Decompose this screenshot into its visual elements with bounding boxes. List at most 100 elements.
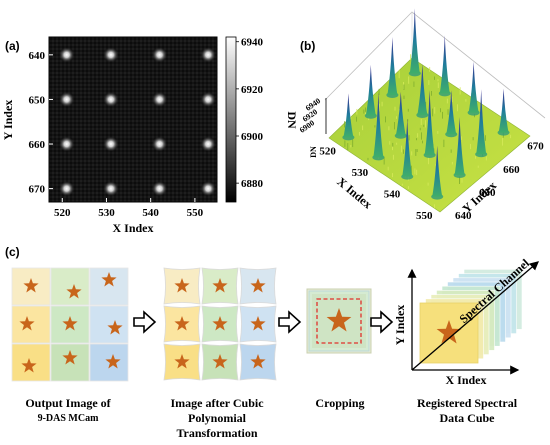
surface-x-title: X Index <box>334 174 374 211</box>
heatmap-spots <box>59 47 216 197</box>
raw-cell-0-1 <box>50 267 90 306</box>
surface-y-tick-0: 640 <box>455 210 472 222</box>
surface-peak-1-0 <box>373 92 384 158</box>
raw-star-2-1 <box>62 350 78 365</box>
heatmap-spot-1-1 <box>103 91 119 107</box>
raw-star-0-1 <box>66 284 82 299</box>
surface-x-tick-3: 550 <box>416 210 433 222</box>
panel-a-label: (a) <box>5 39 20 53</box>
surface-peak-2-3 <box>468 61 479 113</box>
heatmap-spot-0-3 <box>200 47 216 63</box>
cube-star <box>436 320 462 344</box>
surface-y-tick-1: 650 <box>479 187 496 199</box>
warped-star-2-0 <box>174 354 190 369</box>
surface-y-ticks: 640 650 660 670 <box>455 141 544 223</box>
heatmap-y-tick-0: 640 <box>29 50 46 62</box>
heatmap-x-tick-3: 550 <box>187 207 204 219</box>
heatmap-x-title: X Index <box>112 221 153 235</box>
arrow-3 <box>370 310 394 334</box>
surface-peak-2-0 <box>402 118 413 177</box>
raw-star-0-2 <box>101 272 117 287</box>
caption-step-1-line-2: 9-DAS MCam <box>38 413 99 424</box>
raw-cell-2-0 <box>11 343 51 382</box>
cube-spectral-axis <box>411 261 539 371</box>
z-axis-tick-2: 6900 <box>298 118 316 135</box>
surface-peak-3-1 <box>454 117 465 175</box>
surface-peak-1-2 <box>417 63 428 115</box>
raw-star-2-0 <box>21 358 37 373</box>
heatmap-x-tick-2: 540 <box>142 207 159 219</box>
raw-star-1-2 <box>107 320 123 335</box>
warped-star-0-2 <box>250 278 266 293</box>
warped-star-1-0 <box>174 316 190 331</box>
colorbar-title: DN <box>285 111 299 129</box>
heatmap-spot-0-2 <box>152 47 168 63</box>
heatmap-y-tick-1: 650 <box>29 94 46 106</box>
heatmap-spot-2-3 <box>200 136 216 152</box>
warped-star-0-1 <box>212 278 228 293</box>
caption-step-2-line-2: Polynomial <box>188 411 247 425</box>
heatmap-spot-1-2 <box>152 91 168 107</box>
caption-step-4-line-2: Data Cube <box>439 411 495 425</box>
surface-peaks <box>342 8 510 200</box>
heatmap-frame <box>48 36 218 203</box>
surface-peak-1-3 <box>439 35 450 94</box>
warped-star-1-1 <box>212 316 228 331</box>
heatmap-spot-2-2 <box>152 136 168 152</box>
heatmap-y-tick-2: 660 <box>29 139 46 151</box>
heatmap-x-tick-1: 530 <box>98 207 115 219</box>
z-axis-title: DN <box>309 146 318 158</box>
surface-peak-0-3 <box>409 8 420 74</box>
panel-b-label: (b) <box>300 39 315 53</box>
surface-y-tick-3: 670 <box>527 141 544 153</box>
arrow-1 <box>133 310 157 334</box>
surface-peak-3-3 <box>498 88 509 133</box>
surface-peak-0-1 <box>365 64 376 116</box>
surface-y-tick-2: 660 <box>503 164 520 176</box>
panel-c-label: (c) <box>5 245 20 259</box>
caption-step-4-line-1: Registered Spectral <box>417 396 518 410</box>
arrow-2 <box>278 310 302 334</box>
raw-3x3-grid <box>11 267 129 382</box>
colorbar-ticks: 6940 6920 6900 6880 <box>236 37 264 190</box>
raw-cell-2-1 <box>50 343 90 382</box>
heatmap-spot-2-0 <box>59 136 75 152</box>
raw-cell-2-2 <box>89 343 129 382</box>
surface-peak-3-0 <box>432 145 443 197</box>
heatmap-y-ticks: 640 650 660 670 <box>29 50 53 196</box>
crop-star-shape <box>326 308 352 332</box>
cropped-image <box>306 288 372 354</box>
heatmap-spot-3-2 <box>152 181 168 197</box>
heatmap-spot-3-0 <box>59 181 75 197</box>
surface-peak-0-2 <box>387 37 398 95</box>
raw-star-1-1 <box>62 316 78 331</box>
cube-x-label: X Index <box>445 373 486 387</box>
heatmap-x-ticks: 520 530 540 550 <box>54 198 204 219</box>
heatmap-spot-1-0 <box>59 91 75 107</box>
surface-peak-2-1 <box>424 90 435 156</box>
surface-peak-3-2 <box>476 89 487 155</box>
heatmap-spot-3-3 <box>200 181 216 197</box>
spectral-data-cube: X Index Y Index Spectral Channel <box>393 256 539 387</box>
heatmap-spot-2-1 <box>103 136 119 152</box>
caption-step-2-line-3: Transformation <box>176 426 257 440</box>
colorbar-tick-2: 6900 <box>241 131 264 143</box>
step-captions: Output Image of 9-DAS MCam Image after C… <box>25 396 517 440</box>
colorbar-tick-0: 6940 <box>241 37 264 49</box>
surface-x-tick-1: 530 <box>352 167 369 179</box>
surface-peak-0-0 <box>343 93 354 138</box>
heatmap-y-tick-3: 670 <box>29 184 46 196</box>
surface-x-ticks: 520 530 540 550 <box>319 145 433 221</box>
raw-star-0-0 <box>23 278 39 293</box>
raw-star-1-0 <box>19 316 35 331</box>
heatmap-x-tick-0: 520 <box>54 207 71 219</box>
surface-x-tick-0: 520 <box>319 145 336 157</box>
colorbar <box>225 36 237 203</box>
warped-star-1-2 <box>250 316 266 331</box>
crop-rectangle <box>316 298 362 344</box>
heatmap-y-title: Y Index <box>1 100 15 141</box>
caption-step-1-line-1: Output Image of <box>25 396 111 410</box>
